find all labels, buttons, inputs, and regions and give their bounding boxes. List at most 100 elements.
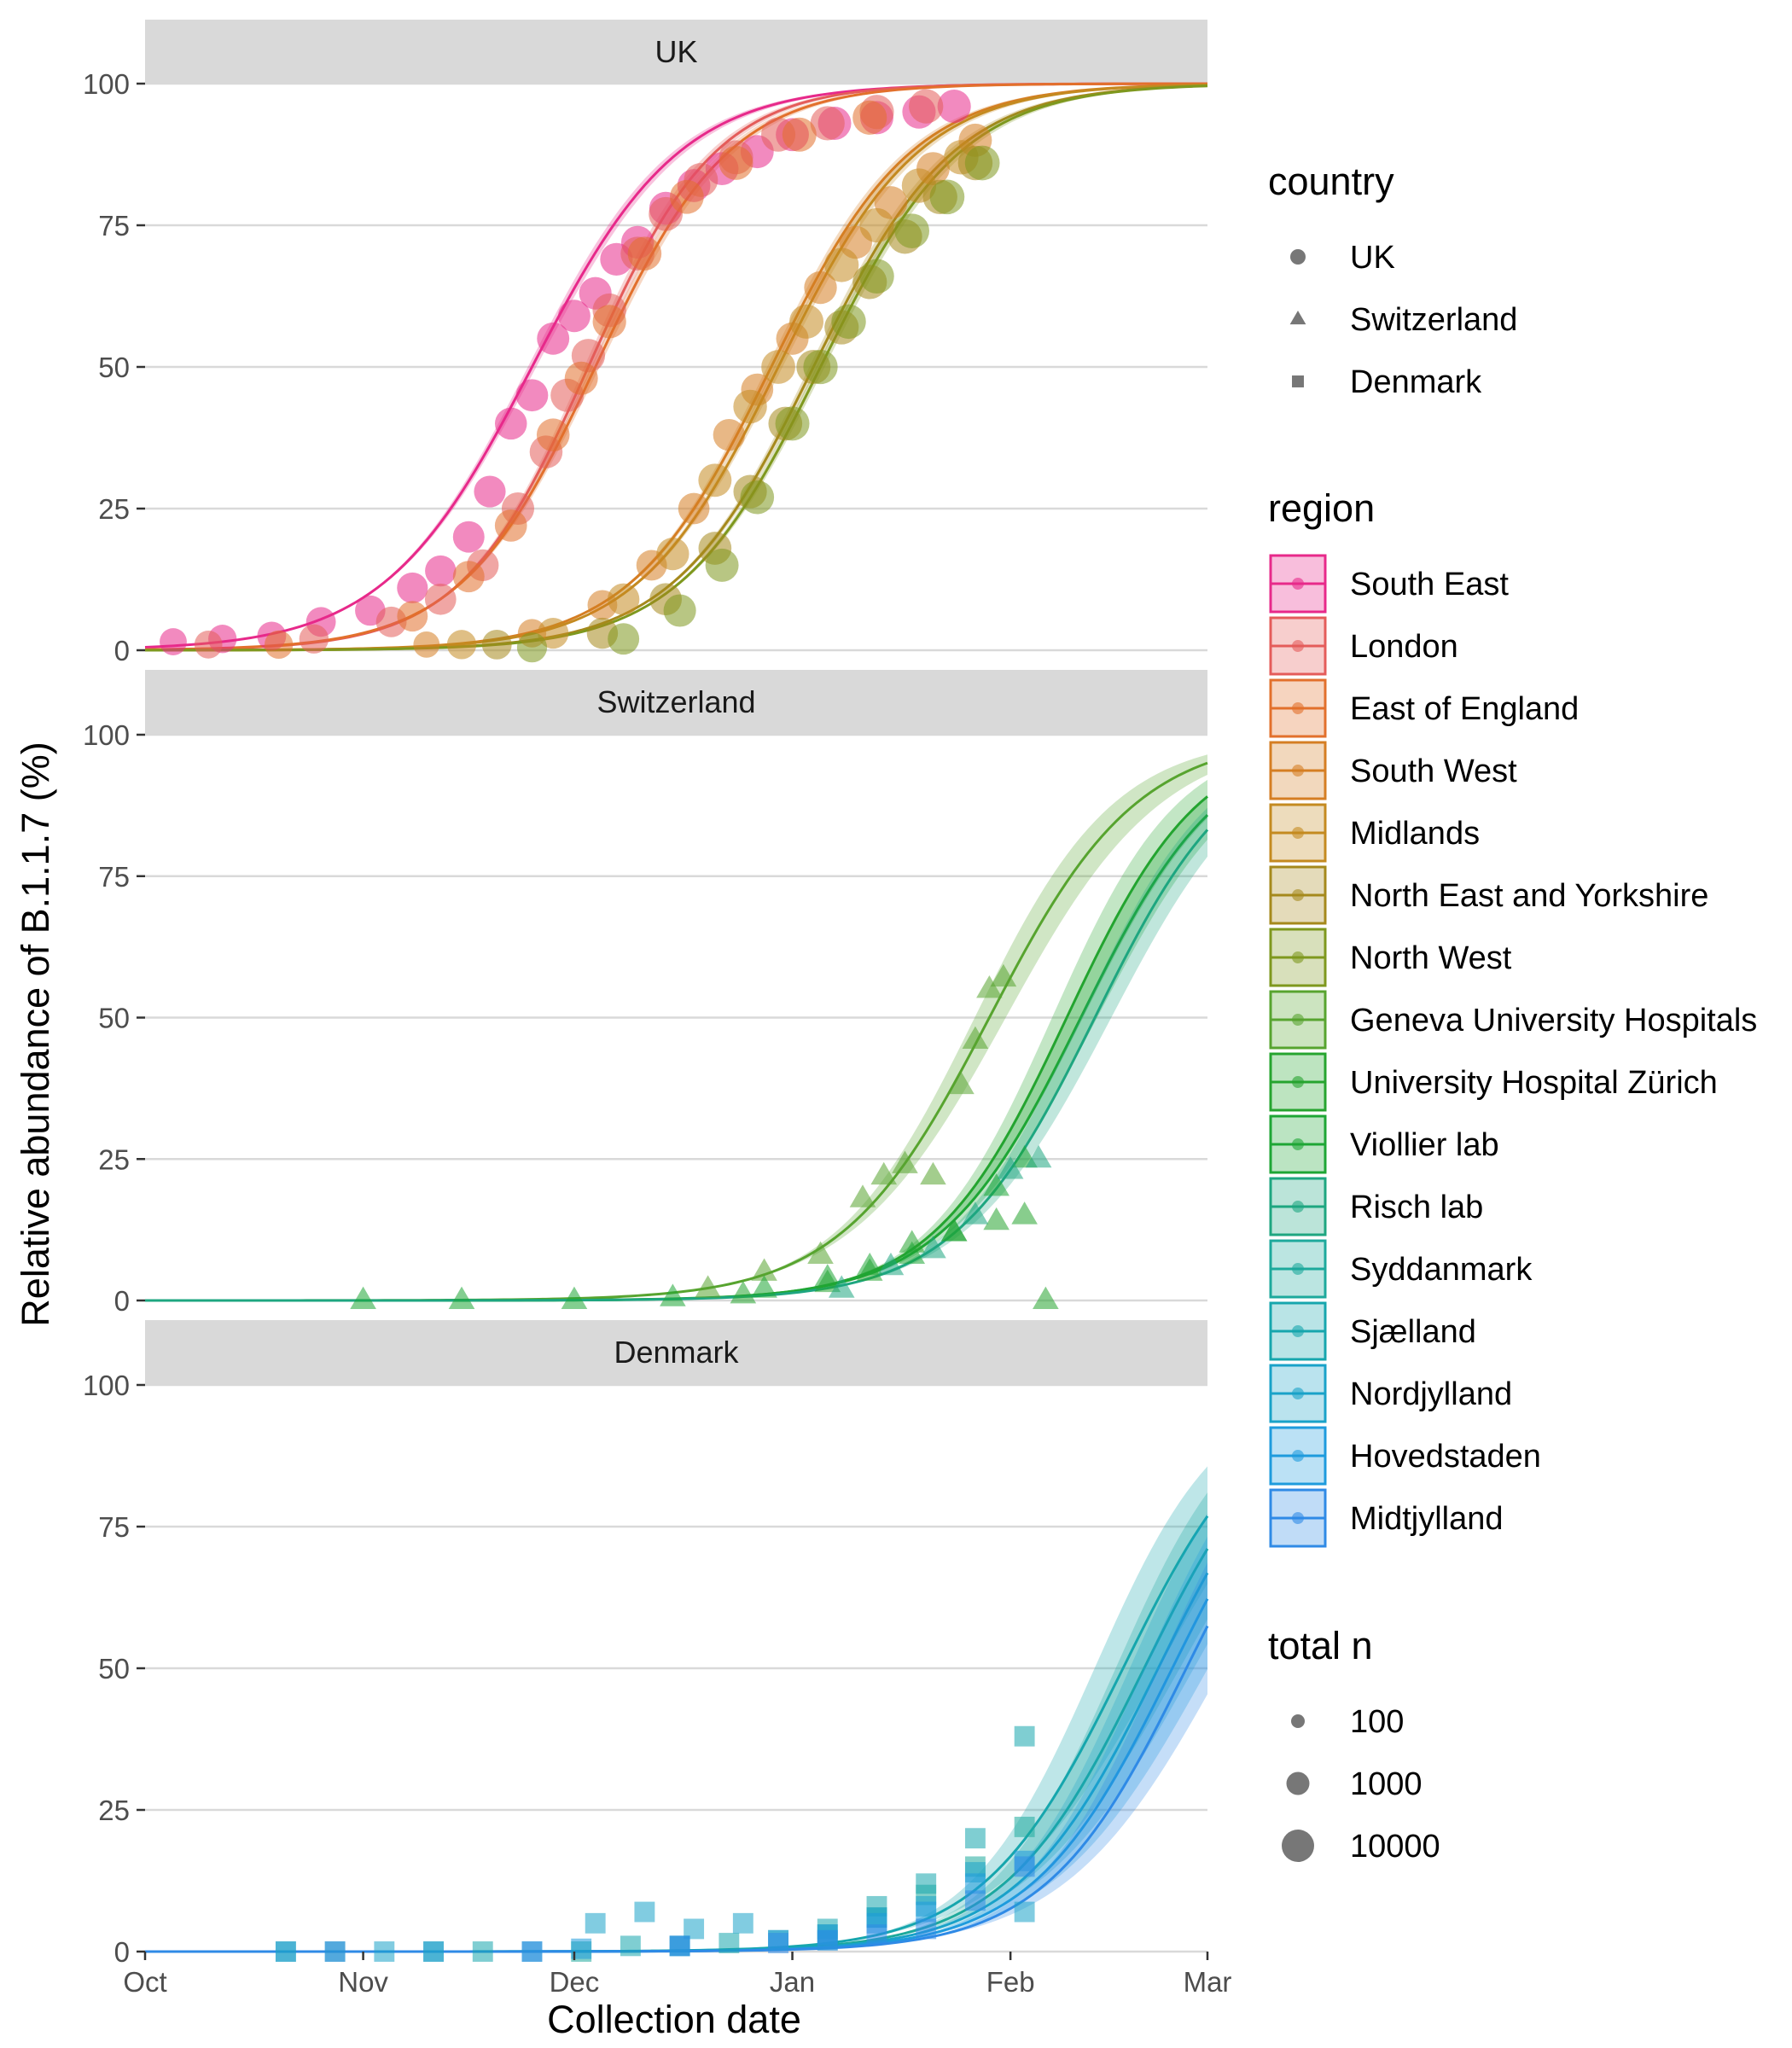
data-point [481, 629, 512, 660]
data-point [452, 521, 485, 553]
data-point [751, 1258, 777, 1281]
legend-key-point [1292, 827, 1304, 839]
data-point [1011, 1201, 1038, 1225]
legend-label: South West [1350, 753, 1517, 789]
data-point [859, 259, 894, 294]
data-point [660, 1283, 686, 1306]
x-tick-label: Nov [338, 1966, 388, 1998]
data-point [160, 628, 187, 655]
data-point [585, 1912, 606, 1934]
data-point [669, 179, 704, 214]
data-point [852, 100, 887, 135]
data-point [695, 1275, 721, 1298]
data-point [733, 389, 767, 424]
data-point [663, 594, 696, 627]
data-point [892, 1150, 918, 1173]
legend-title-total-n: total n [1268, 1624, 1373, 1667]
x-axis: Oct Nov Dec Jan Feb Mar [123, 1952, 1231, 1998]
y-tick-label: 25 [98, 1795, 130, 1826]
y-tick-label: 100 [83, 68, 130, 100]
x-tick-label: Mar [1184, 1966, 1232, 1998]
legend-label: Denmark [1350, 364, 1482, 400]
data-point [948, 1071, 975, 1095]
data-point [789, 304, 824, 339]
data-point [929, 179, 965, 215]
data-point [920, 1235, 946, 1259]
data-point [803, 349, 838, 385]
data-point [536, 418, 570, 451]
data-point [983, 1207, 1009, 1231]
data-point [1025, 1144, 1052, 1168]
data-point [916, 1918, 937, 1940]
facet-strip-label: Switzerland [596, 684, 755, 719]
legend-key-point [1292, 1138, 1304, 1150]
data-point [870, 1161, 898, 1185]
data-point [1014, 1725, 1035, 1747]
data-point [877, 1252, 905, 1276]
panel-switzerland: Switzerland 0 25 50 75 100 [83, 670, 1209, 1317]
panel-uk: UK 0 25 50 75 100 [83, 20, 1208, 666]
confidence-band [145, 779, 1207, 1300]
data-point [824, 247, 859, 282]
x-tick-label: Dec [550, 1966, 600, 1998]
data-point [592, 305, 626, 339]
y-tick-label: 50 [98, 1653, 130, 1684]
legend-key-point [1292, 951, 1304, 963]
data-point [916, 1901, 937, 1923]
data-point [732, 1912, 753, 1934]
data-point [831, 304, 866, 340]
legend-label: Geneva University Hospitals [1350, 1003, 1757, 1039]
legend-label: Nordjylland [1350, 1376, 1512, 1412]
legend-key-size [1282, 1830, 1314, 1862]
data-point [899, 1241, 926, 1264]
data-point [782, 117, 817, 152]
facet-strip-label: UK [655, 34, 697, 69]
data-point [740, 480, 775, 515]
legend-label: London [1350, 629, 1458, 665]
legend-label: North West [1350, 940, 1512, 976]
data-point [705, 548, 739, 582]
data-point [856, 1252, 883, 1276]
data-point [634, 1901, 655, 1923]
data-point [916, 1873, 937, 1894]
legend-key-point [1292, 1325, 1304, 1337]
legend-key-circle [1290, 249, 1306, 265]
legend-label: Hovedstaden [1350, 1439, 1541, 1475]
data-point [571, 1938, 592, 1959]
legend-label: University Hospital Zürich [1350, 1065, 1718, 1101]
legend-key-point [1292, 1263, 1304, 1275]
data-point [937, 90, 971, 124]
legend-key-point [1292, 702, 1304, 714]
y-tick-label: 75 [98, 861, 130, 893]
y-tick-label: 100 [83, 719, 130, 751]
data-point [768, 1933, 788, 1953]
data-point [264, 630, 294, 660]
y-tick-label: 0 [114, 1285, 130, 1317]
legend-key-point [1292, 1388, 1304, 1399]
legend-label: South East [1350, 567, 1509, 602]
data-point [713, 419, 746, 451]
legend-label: 100 [1350, 1704, 1404, 1740]
data-point [964, 1873, 986, 1894]
data-point [561, 1286, 588, 1310]
y-tick-label: 0 [114, 635, 130, 666]
x-tick-label: Jan [770, 1966, 815, 1998]
data-point [397, 601, 428, 632]
data-point [990, 963, 1017, 987]
confidence-band [145, 84, 1207, 650]
data-point [324, 1941, 346, 1962]
data-point [828, 1275, 855, 1298]
y-tick-label: 100 [83, 1370, 130, 1401]
legend-label: Switzerland [1350, 302, 1517, 338]
legend-key-point [1292, 640, 1304, 652]
data-point [964, 145, 1000, 181]
data-point [627, 236, 662, 271]
data-point [964, 1890, 986, 1911]
data-point [804, 271, 837, 305]
legend-label: UK [1350, 240, 1395, 276]
legend-label: Viollier lab [1350, 1127, 1499, 1163]
data-point [775, 406, 810, 441]
legend-key-triangle [1289, 310, 1306, 325]
legend-key-point [1292, 578, 1304, 590]
